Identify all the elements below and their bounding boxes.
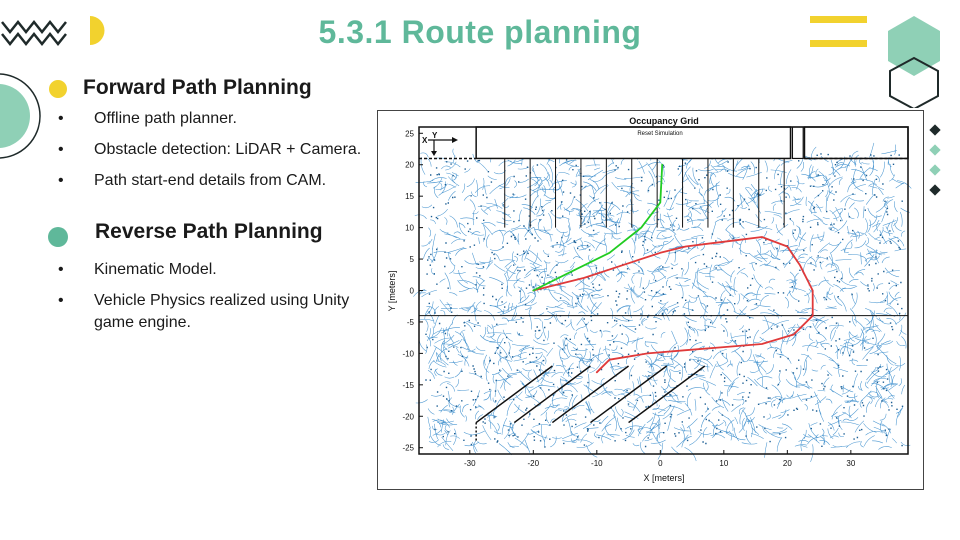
y-tick-label: -20 [402,412,414,421]
plot-title: Occupancy Grid [629,116,699,126]
bullet-item: • [58,110,64,127]
diamond-icon [929,164,941,176]
diagonal-slot [475,365,553,424]
bullet-item: • [58,292,64,309]
y-tick-label: -25 [402,444,414,453]
y-tick-label: 20 [405,161,414,170]
obstacle-layer [419,126,909,442]
bars-icon [810,16,867,48]
obstacle-block [791,126,804,160]
x-axis-label: X [meters] [643,473,684,483]
diamond-icon [929,144,941,156]
y-tick-label: -5 [407,318,415,327]
y-tick-label: 5 [410,255,415,264]
y-tick-label: 10 [405,224,414,233]
x-tick-label: 0 [658,459,663,468]
x-tick-label: 30 [846,459,855,468]
bullet-text: Offline path planner. [94,110,237,127]
zigzag-icon [1,19,67,47]
occupancy-grid-plot: Occupancy Grid -30 -20 -10 0 10 20 30 25 20 15 10… [387,116,912,483]
obstacle-block [803,126,909,160]
y-tick-label: 15 [405,192,414,201]
bullet-text: Path start-end details from CAM. [94,172,327,189]
y-tick-label: 25 [405,129,414,138]
section-heading: Forward Path Planning [83,76,312,99]
diagonal-slot [513,365,591,424]
diagonal-slot [551,365,630,424]
x-tick-label: -20 [528,459,540,468]
hexagon-icon [888,16,940,108]
y-tick-label: -10 [402,349,414,358]
diagonal-slot [590,365,668,424]
axis-y-icon-label: Y [432,131,438,140]
forward-path-line [532,163,664,292]
x-tick-label: -30 [464,459,476,468]
y-axis-label: Y [meters] [387,271,397,312]
half-circle-icon [90,16,105,45]
bullet-item: • [58,141,64,158]
y-ticks: 25 20 15 10 5 0 -5 -10 -15 -20 -25 [402,129,423,453]
reset-simulation-banner[interactable]: Reset Simulation [637,131,682,137]
bullet-text: Obstacle detection: LiDAR + Camera. [94,141,362,158]
x-tick-label: 10 [719,459,728,468]
axis-orientation-icon: X Y [422,131,458,156]
reset-banner-box [475,126,792,160]
reverse-path-line [532,236,814,374]
tree-nodes [425,153,904,448]
diamond-icon [929,124,941,136]
x-ticks: -30 -20 -10 0 10 20 30 [464,450,856,468]
section-bullet-dot [49,80,67,98]
diamond-icon [929,184,941,196]
x-tick-label: 20 [783,459,792,468]
circle-decoration [0,73,41,159]
bullet-text: Vehicle Physics realized using Unity gam… [94,292,350,331]
diagonal-slot [628,365,706,424]
occupancy-grid-figure: Occupancy Grid -30 -20 -10 0 10 20 30 25 20 15 10… [377,110,924,490]
bullet-item: • [58,261,64,278]
y-tick-label: 0 [410,287,415,296]
x-tick-label: -10 [591,459,603,468]
section-bullet-dot [48,227,68,247]
bullet-item: • [58,172,64,189]
page-title: 5.3.1 Route planning [318,14,642,50]
section-heading: Reverse Path Planning [95,220,323,243]
axis-x-icon-label: X [422,136,428,145]
bullet-text: Kinematic Model. [94,261,217,278]
path-layer [532,163,814,374]
y-tick-label: -15 [402,381,414,390]
